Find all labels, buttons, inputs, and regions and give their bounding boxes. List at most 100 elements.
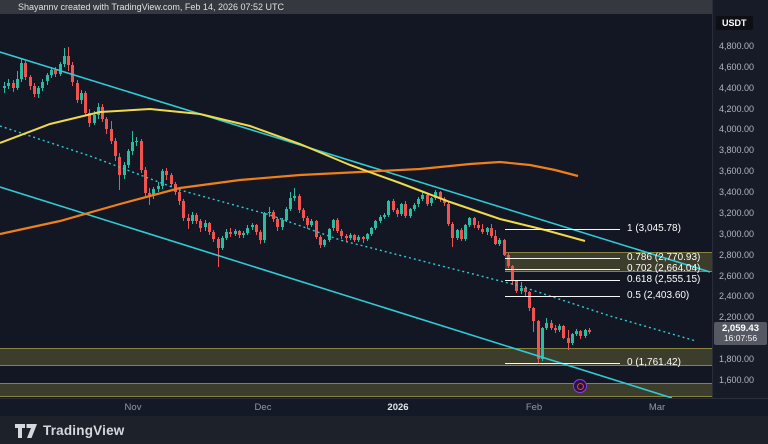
candle <box>562 325 566 339</box>
time-axis-label-nov: Nov <box>124 402 142 413</box>
candle <box>348 234 352 238</box>
price-axis-label: 1,800.00 <box>719 354 755 364</box>
candle <box>314 221 318 237</box>
support-zone-1 <box>0 348 712 366</box>
candle <box>575 330 579 334</box>
fib-level-line[interactable] <box>505 296 620 297</box>
candle <box>579 330 583 336</box>
candle <box>109 129 113 141</box>
price-axis-label: 4,000.00 <box>719 124 755 135</box>
candle <box>131 142 135 152</box>
candle <box>195 215 199 222</box>
candle <box>370 227 374 234</box>
chart-canvas[interactable]: 1 (3,045.78) 0.786 (2,770.93) 0.702 (2,664… <box>0 14 712 398</box>
candle <box>417 199 421 205</box>
candle <box>92 114 96 124</box>
candle <box>378 217 382 222</box>
candle <box>532 307 536 322</box>
candle <box>412 204 416 209</box>
candle <box>374 221 378 228</box>
attribution-text: Shayannv created with TradingView.com, F… <box>18 2 284 12</box>
candle <box>246 227 250 233</box>
candle <box>587 329 591 332</box>
candle <box>276 219 280 228</box>
candle <box>357 236 361 240</box>
candle <box>340 230 344 236</box>
candle <box>11 82 15 88</box>
candle <box>430 198 433 204</box>
candle <box>267 211 271 213</box>
price-axis-label: 1,600.00 <box>719 374 755 385</box>
candle <box>327 228 331 241</box>
candle <box>459 229 463 239</box>
price-axis-label: 3,400.00 <box>719 187 755 197</box>
candle <box>229 231 233 234</box>
support-zone-2 <box>0 383 712 398</box>
candle <box>263 212 267 240</box>
fast-ma-line[interactable] <box>0 107 586 242</box>
candle <box>178 192 182 202</box>
candle <box>583 329 587 337</box>
fib-level-line[interactable] <box>505 363 620 364</box>
candle <box>41 81 45 88</box>
candle <box>464 224 468 239</box>
candle <box>519 288 523 292</box>
candle <box>485 227 489 232</box>
dotted-midline[interactable] <box>0 125 697 342</box>
candle <box>220 237 224 249</box>
candle <box>289 197 293 209</box>
candle <box>284 208 288 221</box>
candle <box>169 175 173 184</box>
candle <box>139 140 143 171</box>
candle <box>400 203 404 214</box>
candle <box>425 194 429 204</box>
overlay-lines[interactable] <box>0 14 712 398</box>
fib-level-label: 0 (1,761.42) <box>627 357 681 368</box>
fib-level-line[interactable] <box>505 280 620 282</box>
candle <box>387 201 391 215</box>
tradingview-logo-icon <box>15 423 37 438</box>
channel-top-trendline[interactable] <box>0 51 711 273</box>
candle <box>254 225 258 232</box>
fib-level-line[interactable] <box>505 257 620 259</box>
channel-bottom-trendline[interactable] <box>0 186 673 398</box>
fib-level-line[interactable] <box>505 268 620 270</box>
candle <box>165 171 169 176</box>
candle-wick <box>362 235 364 244</box>
candle <box>67 56 71 65</box>
candle <box>71 64 75 83</box>
candle <box>62 56 66 64</box>
price-axis[interactable]: USDT 4,800.00 4,600.00 4,400.00 4,200.00 4,0… <box>712 0 768 416</box>
candle <box>118 156 122 176</box>
candle <box>225 231 229 238</box>
candle <box>259 231 263 240</box>
candle <box>237 230 241 235</box>
candle <box>318 236 322 246</box>
fib-level-line[interactable] <box>505 229 620 230</box>
time-axis[interactable]: Nov Dec 2026 Feb Mar <box>0 398 768 416</box>
slow-ma-line[interactable] <box>0 160 579 236</box>
candle <box>365 233 369 239</box>
candle <box>408 208 412 216</box>
candle <box>45 75 49 82</box>
event-marker-icon[interactable] <box>573 379 587 393</box>
candle <box>242 232 246 235</box>
price-axis-label: 2,400.00 <box>719 291 755 302</box>
candle <box>558 325 562 330</box>
candle <box>233 230 237 234</box>
candle <box>306 218 310 226</box>
price-axis-label: 4,800.00 <box>719 41 755 51</box>
fib-level-label: 0.702 (2,664.04) <box>627 262 701 274</box>
candle <box>515 281 519 292</box>
candle <box>216 239 220 249</box>
candle <box>528 292 532 308</box>
price-axis-label: 4,600.00 <box>719 61 755 72</box>
tradingview-logo-text: TradingView <box>43 423 125 438</box>
price-axis-label: 2,800.00 <box>719 249 755 260</box>
candle <box>468 218 472 225</box>
tradingview-logo[interactable]: TradingView <box>15 423 124 438</box>
candle <box>331 220 335 229</box>
candle <box>203 223 207 228</box>
candle <box>199 221 203 228</box>
candle <box>15 79 19 88</box>
